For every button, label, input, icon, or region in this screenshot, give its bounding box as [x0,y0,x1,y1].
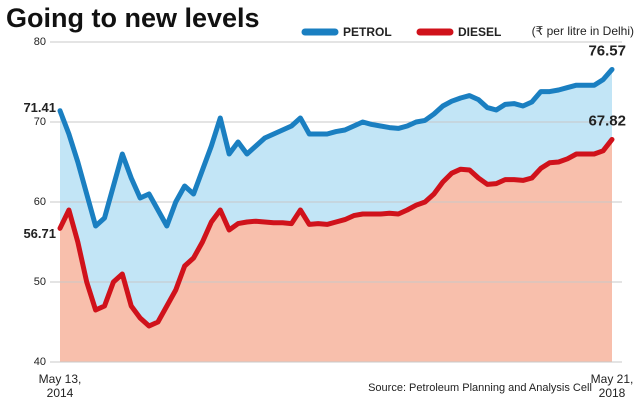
y-tick-label: 70 [34,116,46,128]
source: Source: Petroleum Planning and Analysis … [368,382,592,394]
area [60,139,612,362]
x-tick-label: May 13, 2014 [38,372,82,400]
end-value-label: 67.82 [588,112,626,129]
x-tick-label: May 21, 2018 [590,372,634,400]
line [57,66,615,229]
chart-title: Going to new levels [6,3,260,33]
legend-label: PETROL [343,25,392,39]
y-tick-label: 40 [34,356,46,368]
start-value-label: 71.41 [23,100,56,115]
y-tick-label: 80 [34,36,46,48]
line [57,136,615,329]
legend-label: DIESEL [458,25,501,39]
unit-note: (₹ per litre in Delhi) [532,24,634,38]
y-tick-label: 50 [34,276,46,288]
y-tick-label: 60 [34,196,46,208]
end-value-label: 76.57 [588,42,626,59]
start-value-label: 56.71 [23,226,56,241]
